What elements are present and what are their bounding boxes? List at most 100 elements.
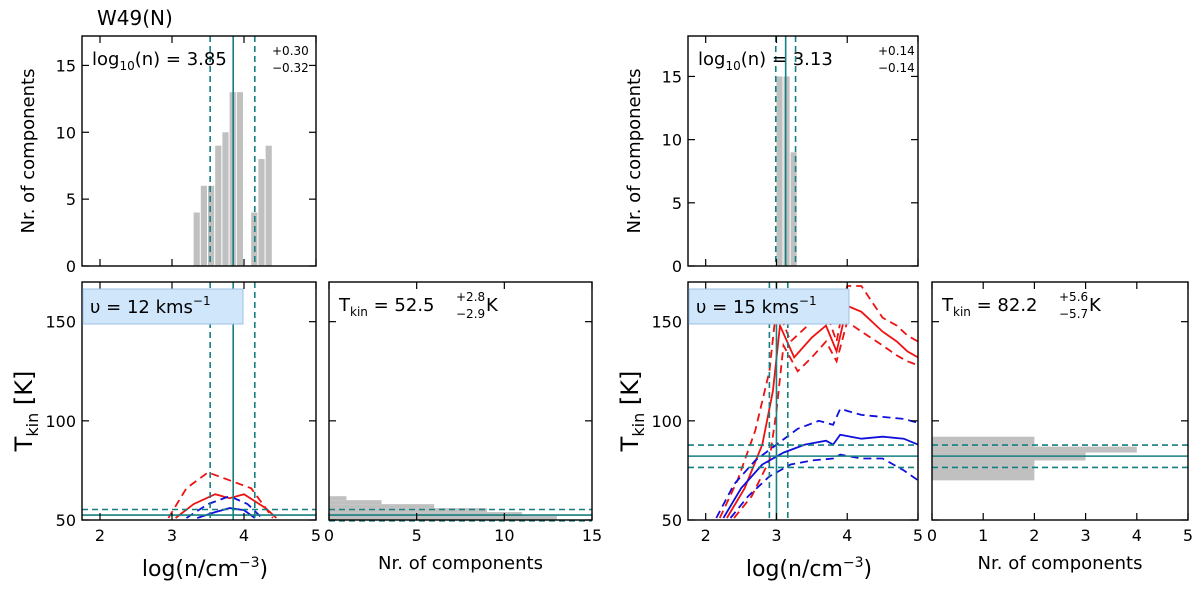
velocity-label: υ = 12 kms−1: [90, 294, 211, 318]
right-density-panel-frame: [687, 35, 919, 267]
left-tkin-panel-ytick-label: 150: [45, 313, 76, 332]
right-tkin-panel-xtick-label: 2: [701, 526, 711, 545]
right-density-panel-ytick-label: 0: [672, 257, 682, 276]
left-tkin-panel-frame: [81, 281, 317, 521]
left-tkin-panel-blue-dashed-line: [185, 495, 263, 519]
left-density-panel: 0 5 10 15 log10(n) = 3.85 +0.30 −0.32 Nr. of co…: [18, 35, 317, 276]
velocity-label: υ = 15 kms−1: [696, 294, 817, 318]
density-annotation: log10(n) = 3.85: [92, 49, 227, 73]
xlabel-logn: log(n/cm−3): [142, 555, 268, 582]
left-tkin-panel-xtick-label: 5: [311, 526, 321, 545]
left-density-panel-bar: [222, 132, 229, 266]
xlabel-logn: log(n/cm−3): [746, 555, 872, 582]
right-tkin-hist-panel-xtick-label: 1: [978, 526, 988, 545]
right-tkin-panel-red-dashed-line: [733, 320, 918, 519]
left-tkin-panel-xtick-label: 3: [167, 526, 177, 545]
right-tkin-panel-xtick-label: 3: [771, 526, 781, 545]
left-tkin-hist-panel: 0 5 10 15 Tkin = 52.5 +2.8 −2.9 K Nr. of compon…: [324, 281, 602, 574]
xlabel-components: Nr. of components: [378, 553, 543, 574]
left-tkin-hist-panel-bar: [329, 496, 347, 501]
left-tkin-panel-xtick-label: 2: [95, 526, 105, 545]
density-err-low: −0.14: [878, 61, 915, 75]
left-tkin-panel-blue-solid-line: [196, 507, 256, 519]
right-tkin-hist-panel: 0 1 2 3 4 5 Tkin = 82.2 +5.6 −5.7 K Nr. of compon…: [927, 281, 1193, 574]
right-tkin-panel-ytick-label: 100: [651, 412, 682, 431]
left-density-panel-ytick-label: 10: [56, 123, 76, 142]
right-density-panel-ytick-label: 10: [662, 131, 682, 150]
tkin-err-high: +2.8: [456, 290, 485, 304]
figure-label: W49(N): [97, 6, 173, 30]
right-density-panel-bar: [776, 76, 783, 266]
right-tkin-panel-frame: [687, 281, 919, 521]
left-tkin-hist-panel-frame: [328, 281, 593, 521]
left-tkin-panel-ytick-label: 100: [45, 412, 76, 431]
right-tkin-panel-blue-dashed-line: [715, 407, 918, 519]
right-tkin-panel-ytick-label: 50: [662, 511, 682, 530]
left-density-panel-bar: [200, 185, 207, 266]
right-tkin-hist-panel-xtick-label: 5: [1183, 526, 1193, 545]
left-density-panel-bar: [236, 92, 243, 267]
tkin-unit: K: [486, 295, 499, 316]
left-tkin-hist-panel-bar: [329, 508, 487, 513]
left-tkin-hist-panel-xtick-label: 10: [494, 526, 514, 545]
velocity-label-box: [82, 288, 244, 325]
left-density-panel-bar: [215, 145, 222, 266]
left-tkin-panel-xtick-label: 4: [239, 526, 249, 545]
left-density-panel-ytick-label: 0: [66, 257, 76, 276]
ylabel-tkin: Tkin [K]: [616, 371, 648, 453]
right-tkin-panel: 2 3 4 5 50 100 150 υ = 15 kms−1 Tkin [K] log(n/cm…: [616, 281, 923, 582]
right-tkin-panel-xtick-label: 4: [842, 526, 852, 545]
tkin-unit: K: [1089, 295, 1102, 316]
xlabel-components: Nr. of components: [978, 553, 1143, 574]
ylabel-hist: Nr. of components: [624, 69, 645, 234]
right-tkin-hist-panel-xtick-label: 2: [1029, 526, 1039, 545]
right-density-panel-bar: [790, 152, 797, 266]
right-tkin-hist-panel-bar: [932, 446, 1137, 453]
right-tkin-panel-blue-dashed-line: [729, 453, 918, 519]
density-err-high: +0.30: [272, 44, 309, 58]
right-tkin-panel-blue-solid-line: [722, 433, 918, 519]
right-tkin-hist-panel-bar: [932, 460, 1035, 469]
tkin-err-low: −2.9: [456, 307, 485, 321]
right-density-panel-bar: [783, 76, 790, 266]
right-tkin-hist-panel-bar: [932, 436, 1035, 447]
ylabel-tkin: Tkin [K]: [10, 371, 42, 453]
tkin-err-low: −5.7: [1059, 307, 1088, 321]
tkin-annotation: Tkin = 52.5: [338, 295, 435, 319]
left-density-panel-bar: [258, 159, 265, 266]
density-annotation: log10(n) = 3.13: [698, 49, 833, 73]
right-tkin-hist-panel-xtick-label: 0: [927, 526, 937, 545]
left-tkin-panel-red-solid-line: [175, 493, 278, 519]
left-density-panel-bar: [208, 185, 215, 266]
left-tkin-hist-panel-bar: [329, 500, 382, 505]
left-tkin-panel-ytick-label: 50: [56, 511, 76, 530]
right-density-panel-ytick-label: 15: [662, 67, 682, 86]
tkin-annotation: Tkin = 82.2: [941, 295, 1038, 319]
left-tkin-hist-panel-xtick-label: 0: [324, 526, 334, 545]
right-tkin-panel-xtick-label: 5: [913, 526, 923, 545]
left-density-panel-ytick-label: 5: [66, 190, 76, 209]
left-tkin-panel-red-dashed-line: [167, 471, 274, 519]
left-density-panel-ytick-label: 15: [56, 56, 76, 75]
left-tkin-hist-panel-bar: [329, 512, 522, 517]
right-tkin-panel-red-solid-line: [726, 304, 918, 519]
right-tkin-hist-panel-xtick-label: 3: [1081, 526, 1091, 545]
density-err-low: −0.32: [272, 61, 309, 75]
right-tkin-hist-panel-frame: [931, 281, 1189, 521]
right-density-panel: 0 5 10 15 log10(n) = 3.13 +0.14 −0.14 Nr. of co…: [624, 35, 919, 276]
velocity-label-box: [688, 288, 850, 325]
left-density-panel-bar: [265, 145, 272, 266]
left-tkin-hist-panel-xtick-label: 5: [412, 526, 422, 545]
right-tkin-hist-panel-xtick-label: 4: [1132, 526, 1142, 545]
left-tkin-hist-panel-xtick-label: 15: [582, 526, 602, 545]
left-tkin-panel: 2 3 4 5 50 100 150 υ = 12 kms−1 Tkin [K] log(n/cm…: [10, 281, 321, 582]
density-err-high: +0.14: [878, 44, 915, 58]
tkin-err-high: +5.6: [1059, 290, 1088, 304]
left-density-panel-frame: [81, 35, 317, 267]
left-tkin-hist-panel-bar: [329, 516, 557, 520]
right-tkin-hist-panel-bar: [932, 468, 1035, 481]
ylabel-hist: Nr. of components: [18, 69, 39, 234]
left-tkin-hist-panel-bar: [329, 504, 435, 509]
